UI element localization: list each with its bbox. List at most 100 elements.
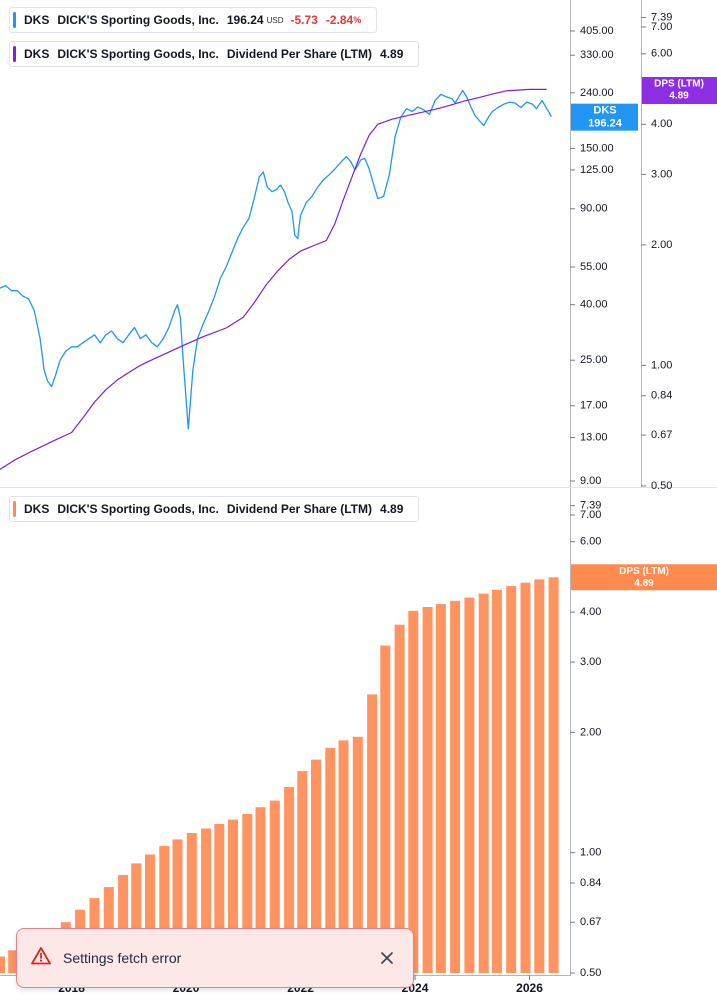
dps-bar (408, 610, 419, 973)
dps-tick-label: 0.67 (651, 429, 672, 441)
price-tick-label: 240.00 (580, 87, 614, 99)
toast-message: Settings fetch error (63, 950, 182, 966)
dps-bar (0, 956, 5, 973)
legend-change: -5.73 (290, 13, 318, 27)
dps-bar (311, 759, 321, 973)
legend-ticker: DKS (24, 502, 50, 516)
dps-bar (297, 771, 308, 973)
price-tick-label: 40.00 (580, 299, 608, 311)
price-axes: 9.00 13.00 17.00 25.00 40.00 55.00 90.00 125.00… (570, 0, 638, 487)
bottom-tick-label: 0.67 (580, 916, 601, 928)
dps-tick-label: 0.50 (651, 480, 672, 492)
price-tick-label: 55.00 (580, 261, 608, 273)
dps-tick-label: 7.00 (651, 21, 672, 33)
dps-bar (269, 800, 280, 973)
dps-bar (534, 579, 545, 973)
dps-bar (214, 824, 225, 973)
dps-bar (352, 736, 363, 973)
current-price-value: 196.24 (588, 118, 623, 130)
current-price-badge (571, 103, 638, 131)
dps-tick-label: 4.00 (651, 118, 672, 130)
dps-bar (325, 747, 336, 973)
dps-bar (394, 624, 405, 973)
price-tick-label: 125.00 (580, 164, 614, 176)
dps-bar (118, 874, 129, 973)
current-dps-title: DPS (LTM) (654, 79, 704, 90)
bottom-current-dps-title: DPS (LTM) (619, 566, 669, 577)
price-tick-label: 25.00 (580, 354, 608, 366)
price-line (0, 89, 552, 430)
bottom-tick-label: 7.39 (580, 499, 601, 511)
legend-change-pct: -2.84 (325, 13, 354, 27)
close-icon[interactable] (375, 946, 399, 970)
bottom-current-dps-badge (571, 564, 717, 591)
dps-tick-label: 2.00 (651, 239, 672, 251)
bottom-tick-label: 2.00 (580, 726, 601, 738)
dps-bar (255, 807, 266, 973)
x-tick-label: 2026 (516, 981, 543, 995)
bottom-tick-label: 4.00 (580, 606, 601, 618)
dps-bar (8, 950, 19, 973)
dps-bar (435, 604, 446, 973)
legend-dps-value: 4.89 (380, 47, 404, 61)
dps-bar (380, 645, 391, 973)
legend-name: DICK'S Sporting Goods, Inc. (57, 502, 219, 516)
bottom-tick-label: 0.50 (580, 967, 601, 979)
dps-bar (338, 740, 349, 973)
bottom-tick-label: 7.00 (580, 509, 601, 521)
dps-bar (242, 814, 253, 973)
dps-series (0, 88, 547, 470)
dps-bar (464, 597, 475, 973)
dps-bar (367, 694, 378, 973)
error-toast: Settings fetch error (16, 928, 414, 988)
legend-dps-top[interactable]: DKS DICK'S Sporting Goods, Inc. Dividend… (9, 41, 420, 67)
price-tick-label: 13.00 (580, 431, 608, 443)
legend-color-bar (13, 46, 16, 62)
dps-bar (506, 586, 517, 973)
dps-bar (186, 833, 197, 973)
warning-triangle-icon (31, 946, 51, 971)
bottom-tick-label: 0.84 (580, 877, 601, 889)
bottom-tick-label: 1.00 (580, 847, 601, 859)
legend-ticker: DKS (24, 13, 50, 27)
bottom-tick-label: 6.00 (580, 536, 601, 548)
dps-tick-label: 3.00 (651, 168, 672, 180)
legend-currency: USD (266, 15, 284, 25)
dps-bar (145, 854, 155, 973)
bottom-tick-label: 3.00 (580, 656, 601, 668)
legend-color-bar (13, 501, 16, 517)
dps-bar (450, 600, 461, 973)
legend-name: DICK'S Sporting Goods, Inc. (57, 47, 219, 61)
price-tick-label: 405.00 (580, 25, 614, 37)
current-price-ticker: DKS (593, 105, 616, 117)
dps-axis: 0.50 0.67 0.84 1.00 2.00 3.00 4.00 6.00 7.007.39… (641, 0, 717, 492)
legend-metric: Dividend Per Share (LTM) (226, 47, 373, 61)
legend-dps-bottom[interactable]: DKS DICK'S Sporting Goods, Inc. Dividend… (9, 496, 420, 522)
legend-pct-sign: % (353, 15, 362, 25)
legend-dps-value: 4.89 (380, 502, 404, 516)
bottom-current-dps-value: 4.89 (634, 578, 654, 589)
legend-price-value: 196.24 (226, 13, 264, 27)
legend-metric: Dividend Per Share (LTM) (226, 502, 373, 516)
price-tick-label: 9.00 (580, 475, 601, 487)
dps-bar (159, 845, 170, 973)
price-series (0, 89, 552, 430)
bottom-dps-axis: 0.50 0.67 0.84 1.00 2.00 3.00 4.00 6.00 7.007.39… (570, 488, 717, 979)
dps-tick-label: 7.39 (651, 11, 672, 23)
current-dps-value: 4.89 (669, 91, 689, 102)
dps-tick-label: 1.00 (651, 359, 672, 371)
legend-price[interactable]: DKS DICK'S Sporting Goods, Inc. 196.24 U… (9, 7, 378, 33)
dps-bar (422, 607, 433, 973)
dps-line (0, 88, 547, 470)
dps-tick-label: 6.00 (651, 48, 672, 60)
legend-color-bar (13, 12, 16, 28)
dps-bar (172, 839, 183, 973)
dps-bar (548, 577, 559, 973)
dps-bar (520, 582, 531, 973)
dps-bar (201, 828, 212, 973)
price-tick-label: 150.00 (580, 142, 614, 154)
dps-bar (284, 787, 295, 973)
dps-bar (228, 819, 238, 973)
dps-bar (131, 863, 142, 973)
dps-tick-label: 0.84 (651, 390, 672, 402)
